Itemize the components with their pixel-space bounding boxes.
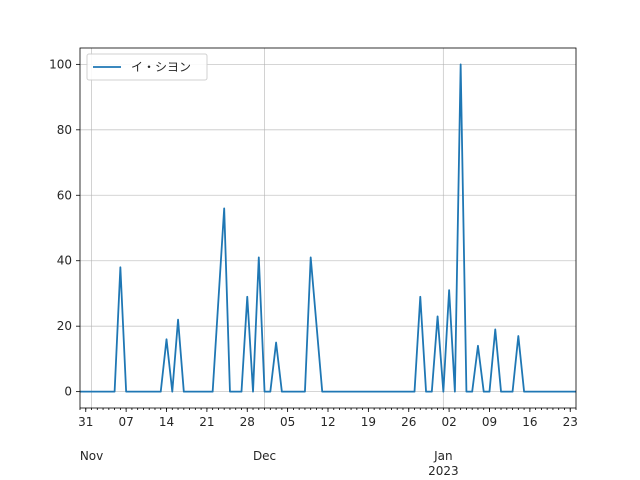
x-tick-label: 02 bbox=[441, 415, 456, 429]
x-tick-label: 14 bbox=[159, 415, 174, 429]
x-tick-label: 31 bbox=[78, 415, 93, 429]
x-tick-label: 12 bbox=[320, 415, 335, 429]
x-tick-label: 28 bbox=[240, 415, 255, 429]
plot-frame bbox=[79, 47, 577, 409]
axes: 0 20 40 60 80 100 31 07 14 21 28 05 12 19 26 02 09 16 23 No… bbox=[49, 47, 578, 478]
y-tick-label: 20 bbox=[57, 319, 72, 333]
x-tick-label: 16 bbox=[522, 415, 537, 429]
x-tick-label: 23 bbox=[563, 415, 578, 429]
x-tick-label: 21 bbox=[199, 415, 214, 429]
y-tick-label: 100 bbox=[49, 57, 72, 71]
legend: イ・シヨン bbox=[86, 53, 208, 81]
series-layer bbox=[80, 63, 576, 393]
legend-box bbox=[86, 53, 208, 81]
x-tick-label: 07 bbox=[118, 415, 133, 429]
series-line-0 bbox=[80, 63, 576, 393]
x-tick-label: 09 bbox=[482, 415, 497, 429]
y-tick-label: 80 bbox=[57, 123, 72, 137]
y-tick-label: 40 bbox=[57, 254, 72, 268]
y-tick-label: 0 bbox=[64, 385, 72, 399]
x-month-label: Dec bbox=[253, 449, 276, 463]
grid bbox=[80, 48, 576, 408]
x-month-label: Jan bbox=[433, 449, 453, 463]
legend-label: イ・シヨン bbox=[131, 60, 191, 74]
x-tick-label: 19 bbox=[361, 415, 376, 429]
y-tick-label: 60 bbox=[57, 188, 72, 202]
x-month-label: Nov bbox=[80, 449, 103, 463]
x-year-label: 2023 bbox=[428, 464, 459, 478]
x-tick-label: 26 bbox=[401, 415, 416, 429]
x-tick-label: 05 bbox=[280, 415, 295, 429]
